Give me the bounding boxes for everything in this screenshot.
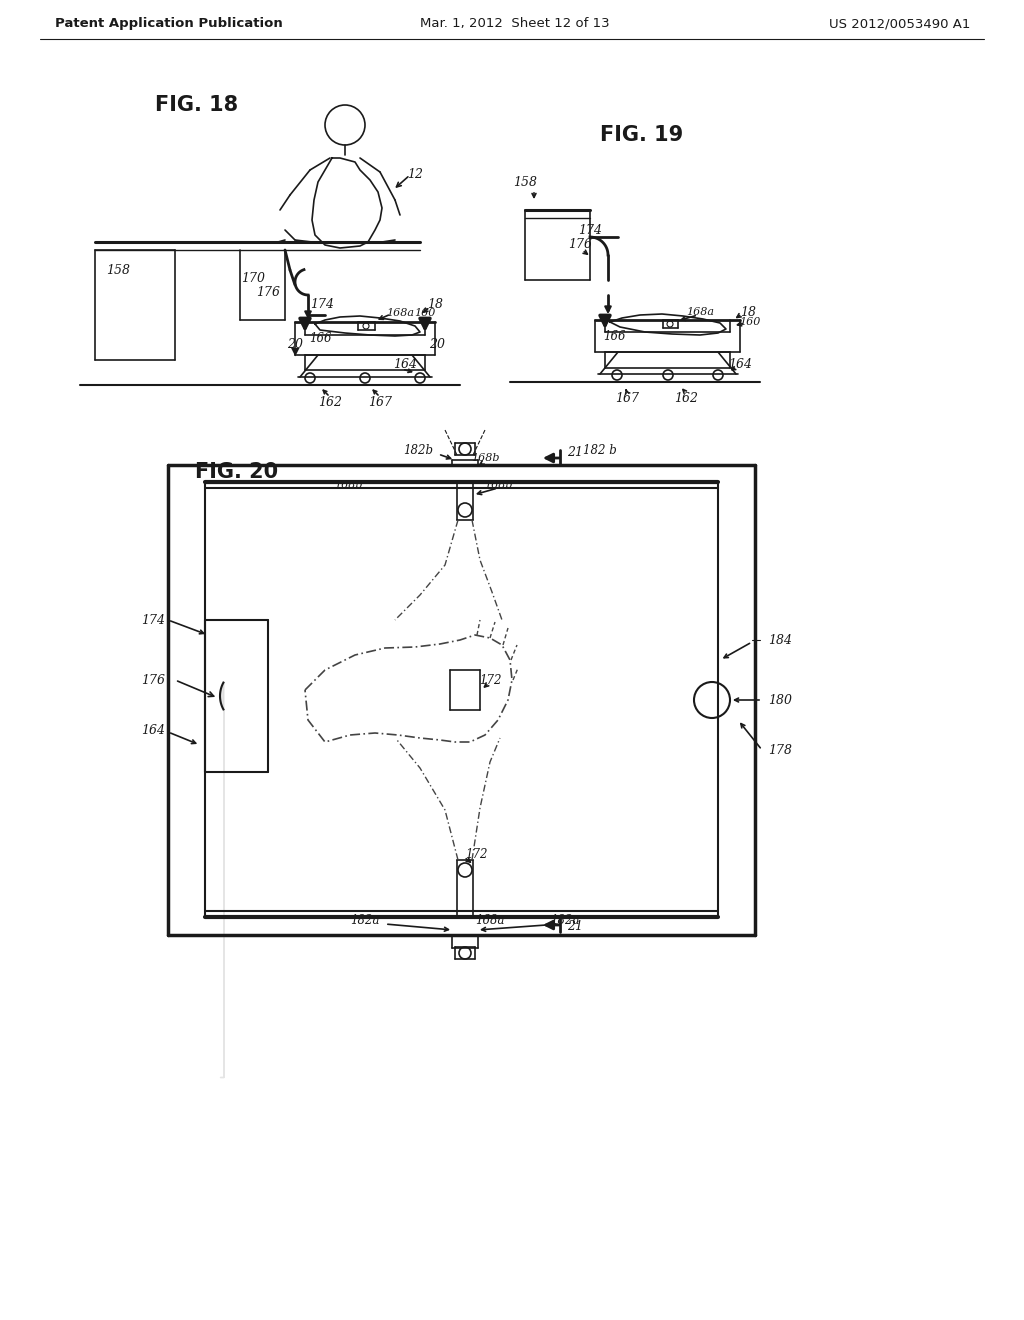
Text: 167: 167 <box>368 396 392 408</box>
Text: 21: 21 <box>567 446 583 459</box>
Text: FIG. 18: FIG. 18 <box>155 95 239 115</box>
Text: 178: 178 <box>768 743 792 756</box>
Text: 174: 174 <box>141 614 165 627</box>
Text: 167: 167 <box>615 392 639 404</box>
Text: 176: 176 <box>141 673 165 686</box>
Text: 174: 174 <box>310 298 334 312</box>
Text: 164: 164 <box>728 358 752 371</box>
Text: 174: 174 <box>578 223 602 236</box>
Text: 21: 21 <box>567 920 583 933</box>
Text: 160: 160 <box>415 308 435 318</box>
Text: 176: 176 <box>568 239 592 252</box>
Text: 168b: 168b <box>471 453 500 463</box>
Text: 168a: 168a <box>386 308 414 318</box>
Text: Patent Application Publication: Patent Application Publication <box>55 17 283 30</box>
Text: 184: 184 <box>768 634 792 647</box>
Text: 158: 158 <box>513 176 537 189</box>
Text: 158: 158 <box>106 264 130 276</box>
Text: 180: 180 <box>768 693 792 706</box>
Text: 162: 162 <box>318 396 342 408</box>
Text: 20: 20 <box>429 338 445 351</box>
Text: 170: 170 <box>241 272 265 285</box>
Text: 182 b: 182 b <box>583 444 616 457</box>
Text: FIG. 19: FIG. 19 <box>600 125 683 145</box>
Text: US 2012/0053490 A1: US 2012/0053490 A1 <box>828 17 970 30</box>
Text: 18: 18 <box>740 305 756 318</box>
Text: 168a: 168a <box>686 308 714 317</box>
Text: 182a: 182a <box>350 913 380 927</box>
Text: 176: 176 <box>256 285 280 298</box>
Text: 168b': 168b' <box>484 480 516 490</box>
Text: 166: 166 <box>309 331 331 345</box>
Text: 182b: 182b <box>403 444 433 457</box>
Text: 168b': 168b' <box>334 480 366 490</box>
Text: Mar. 1, 2012  Sheet 12 of 13: Mar. 1, 2012 Sheet 12 of 13 <box>420 17 609 30</box>
Text: 162: 162 <box>674 392 698 404</box>
Text: ▼: ▼ <box>291 347 299 356</box>
Text: FIG. 20: FIG. 20 <box>195 462 279 482</box>
Text: 20: 20 <box>287 338 303 351</box>
Text: 164: 164 <box>141 723 165 737</box>
Text: 18: 18 <box>427 298 443 312</box>
Text: 164: 164 <box>393 359 417 371</box>
Text: 172: 172 <box>479 673 502 686</box>
Text: 172: 172 <box>465 849 487 862</box>
Text: 12: 12 <box>407 169 423 181</box>
Text: 182a: 182a <box>550 913 580 927</box>
Text: 160: 160 <box>739 317 761 327</box>
Text: 168a: 168a <box>475 913 505 927</box>
Text: 166: 166 <box>603 330 626 343</box>
